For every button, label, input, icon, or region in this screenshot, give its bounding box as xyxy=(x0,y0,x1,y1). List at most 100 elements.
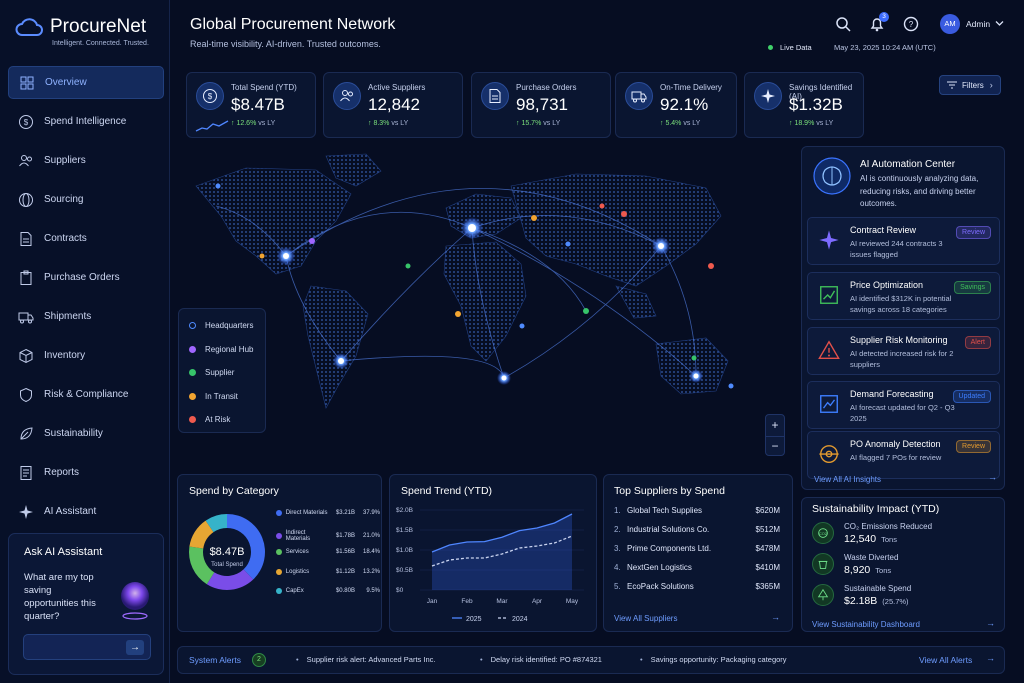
ai-insight-item[interactable]: Supplier Risk Monitoring AI detected incr… xyxy=(807,327,1000,375)
kpi-card[interactable]: On-Time Delivery 92.1% ↑ 5.4% vs LY xyxy=(615,72,737,138)
sustainability-value: 8,920 xyxy=(844,564,871,576)
shield-icon xyxy=(20,387,32,402)
view-all-suppliers-link[interactable]: View All Suppliers xyxy=(614,614,678,623)
view-sustainability-link[interactable]: View Sustainability Dashboard xyxy=(812,620,920,629)
sidebar-item-sourcing[interactable]: Sourcing xyxy=(8,183,164,216)
sidebar-item-label: Spend Intelligence xyxy=(44,116,127,127)
chevron-down-icon[interactable] xyxy=(995,20,1004,27)
kpi-card[interactable]: Purchase Orders 98,731 ↑ 15.7% vs LY xyxy=(471,72,611,138)
ai-insight-item[interactable]: PO Anomaly Detection AI flagged 7 POs for… xyxy=(807,431,1000,479)
sidebar-item-ai-assistant[interactable]: AI Assistant xyxy=(8,495,164,528)
world-network-map[interactable] xyxy=(176,146,794,464)
kpi-card[interactable]: Savings Identified (AI) $1.32B ↑ 18.9% vs … xyxy=(744,72,864,138)
search-icon[interactable] xyxy=(834,15,852,33)
view-all-alerts-link[interactable]: View All Alerts xyxy=(919,655,973,665)
category-row: CapEx $0.80B 9.5% xyxy=(276,588,380,594)
alert-item[interactable]: • Savings opportunity: Packaging category xyxy=(640,655,787,664)
sidebar-item-overview[interactable]: Overview xyxy=(8,66,164,99)
sparkle-icon xyxy=(761,89,775,103)
legend-label: In Transit xyxy=(205,391,238,401)
bullet-icon: • xyxy=(480,655,483,664)
sparkle-icon xyxy=(819,230,839,250)
arrow-right-icon[interactable]: → xyxy=(771,612,780,622)
target-icon xyxy=(819,445,839,463)
kpi-card[interactable]: $ Total Spend (YTD) $8.47B ↑ 12.6% vs LY xyxy=(186,72,316,138)
clipboard-icon xyxy=(20,270,32,285)
category-color-dot xyxy=(276,510,282,516)
ai-assistant-input[interactable]: → xyxy=(23,634,151,660)
sidebar-item-spend-intelligence[interactable]: $ Spend Intelligence xyxy=(8,105,164,138)
kpi-label: Purchase Orders xyxy=(516,83,577,92)
category-row: Services $1.56B 18.4% xyxy=(276,549,380,555)
alerts-label[interactable]: System Alerts xyxy=(189,655,241,665)
timestamp: May 23, 2025 10:24 AM (UTC) xyxy=(834,43,936,52)
hubs xyxy=(277,217,703,385)
arrow-right-icon[interactable]: → xyxy=(988,472,997,482)
ai-insight-item[interactable]: Contract Review AI reviewed 244 contracts… xyxy=(807,217,1000,265)
send-arrow-icon[interactable]: → xyxy=(126,640,144,655)
supplier-row[interactable]: 4. NextGen Logistics $410M xyxy=(614,563,780,572)
sustainability-value: 12,540 xyxy=(844,533,877,545)
supplier-row[interactable]: 5. EcoPack Solutions $365M xyxy=(614,582,780,591)
sidebar-item-contracts[interactable]: Contracts xyxy=(8,222,164,255)
ai-item-icon-wrap xyxy=(818,284,840,306)
view-ai-insights-link[interactable]: View All AI Insights xyxy=(814,475,881,484)
supplier-row[interactable]: 2. Industrial Solutions Co. $512M xyxy=(614,525,780,534)
category-name: Direct Materials xyxy=(285,510,328,516)
sidebar-item-suppliers[interactable]: Suppliers xyxy=(8,144,164,177)
chart-icon xyxy=(820,286,838,304)
category-color-dot xyxy=(276,549,282,555)
help-icon[interactable]: ? xyxy=(902,15,920,33)
zoom-out-button[interactable]: − xyxy=(766,436,784,456)
ai-item-badge: Review xyxy=(956,226,991,239)
supplier-value: $512M xyxy=(755,525,780,534)
logo[interactable]: ProcureNet xyxy=(14,16,146,38)
arrow-right-icon[interactable]: → xyxy=(986,618,995,628)
zoom-in-button[interactable]: + xyxy=(771,418,779,432)
sidebar-item-shipments[interactable]: Shipments xyxy=(8,300,164,333)
legend-item: Regional Hub xyxy=(189,338,265,362)
y-tick-label: $2.0B xyxy=(396,507,413,514)
legend-label: At Risk xyxy=(205,415,231,425)
ai-insight-item[interactable]: Price Optimization AI identified $312K in… xyxy=(807,272,1000,320)
x-tick-label: Feb xyxy=(461,598,473,605)
donut-slice xyxy=(205,514,227,533)
leaf-icon xyxy=(20,426,33,440)
kpi-card[interactable]: Active Suppliers 12,842 ↑ 8.3% vs LY xyxy=(323,72,463,138)
sidebar-item-reports[interactable]: Reports xyxy=(8,456,164,489)
zoom-controls: + − xyxy=(765,414,785,456)
sustainability-label: Waste Diverted xyxy=(844,553,899,562)
sustainability-value: $2.18B xyxy=(844,595,878,607)
supplier-row[interactable]: 1. Global Tech Supplies $620M xyxy=(614,506,780,515)
ai-orb-icon xyxy=(117,578,153,622)
sidebar-item-purchase-orders[interactable]: Purchase Orders xyxy=(8,261,164,294)
sidebar-item-inventory[interactable]: Inventory xyxy=(8,339,164,372)
alert-text: Delay risk identified: PO #874321 xyxy=(490,655,602,664)
ai-insight-item[interactable]: Demand Forecasting AI forecast updated fo… xyxy=(807,381,1000,429)
x-tick-label: Mar xyxy=(496,598,508,605)
category-pct: 37.9% xyxy=(362,510,380,516)
category-pct: 13.2% xyxy=(362,568,380,575)
alert-item[interactable]: • Delay risk identified: PO #874321 xyxy=(480,655,602,664)
sustainability-value-line: 8,920 Tons xyxy=(844,564,891,576)
ai-assistant-panel: Ask AI Assistant What are my top saving … xyxy=(8,533,164,675)
continents xyxy=(195,153,729,409)
globe-icon xyxy=(19,192,33,207)
bell-icon[interactable] xyxy=(868,15,886,33)
sidebar-item-risk-compliance[interactable]: Risk & Compliance xyxy=(8,378,164,411)
svg-text:$: $ xyxy=(208,92,213,101)
alert-text: Supplier risk alert: Advanced Parts Inc. xyxy=(306,655,436,664)
filters-button[interactable]: Filters › xyxy=(939,75,1001,95)
user-name[interactable]: Admin xyxy=(966,19,991,29)
avatar[interactable]: AM xyxy=(940,14,960,34)
sidebar-item-sustainability[interactable]: Sustainability xyxy=(8,417,164,450)
ai-item-badge: Review xyxy=(956,440,991,453)
arrow-right-icon[interactable]: → xyxy=(986,653,995,663)
supplier-row[interactable]: 3. Prime Components Ltd. $478M xyxy=(614,544,780,553)
ai-center-title: AI Automation Center xyxy=(860,159,956,170)
kpi-delta-value: ↑ 5.4% xyxy=(660,120,682,127)
y-tick-label: $1.5B xyxy=(396,527,413,534)
chevron-right-icon: › xyxy=(989,80,993,90)
kpi-delta: ↑ 15.7% vs LY xyxy=(516,120,560,127)
alert-item[interactable]: • Supplier risk alert: Advanced Parts Inc… xyxy=(296,655,435,664)
